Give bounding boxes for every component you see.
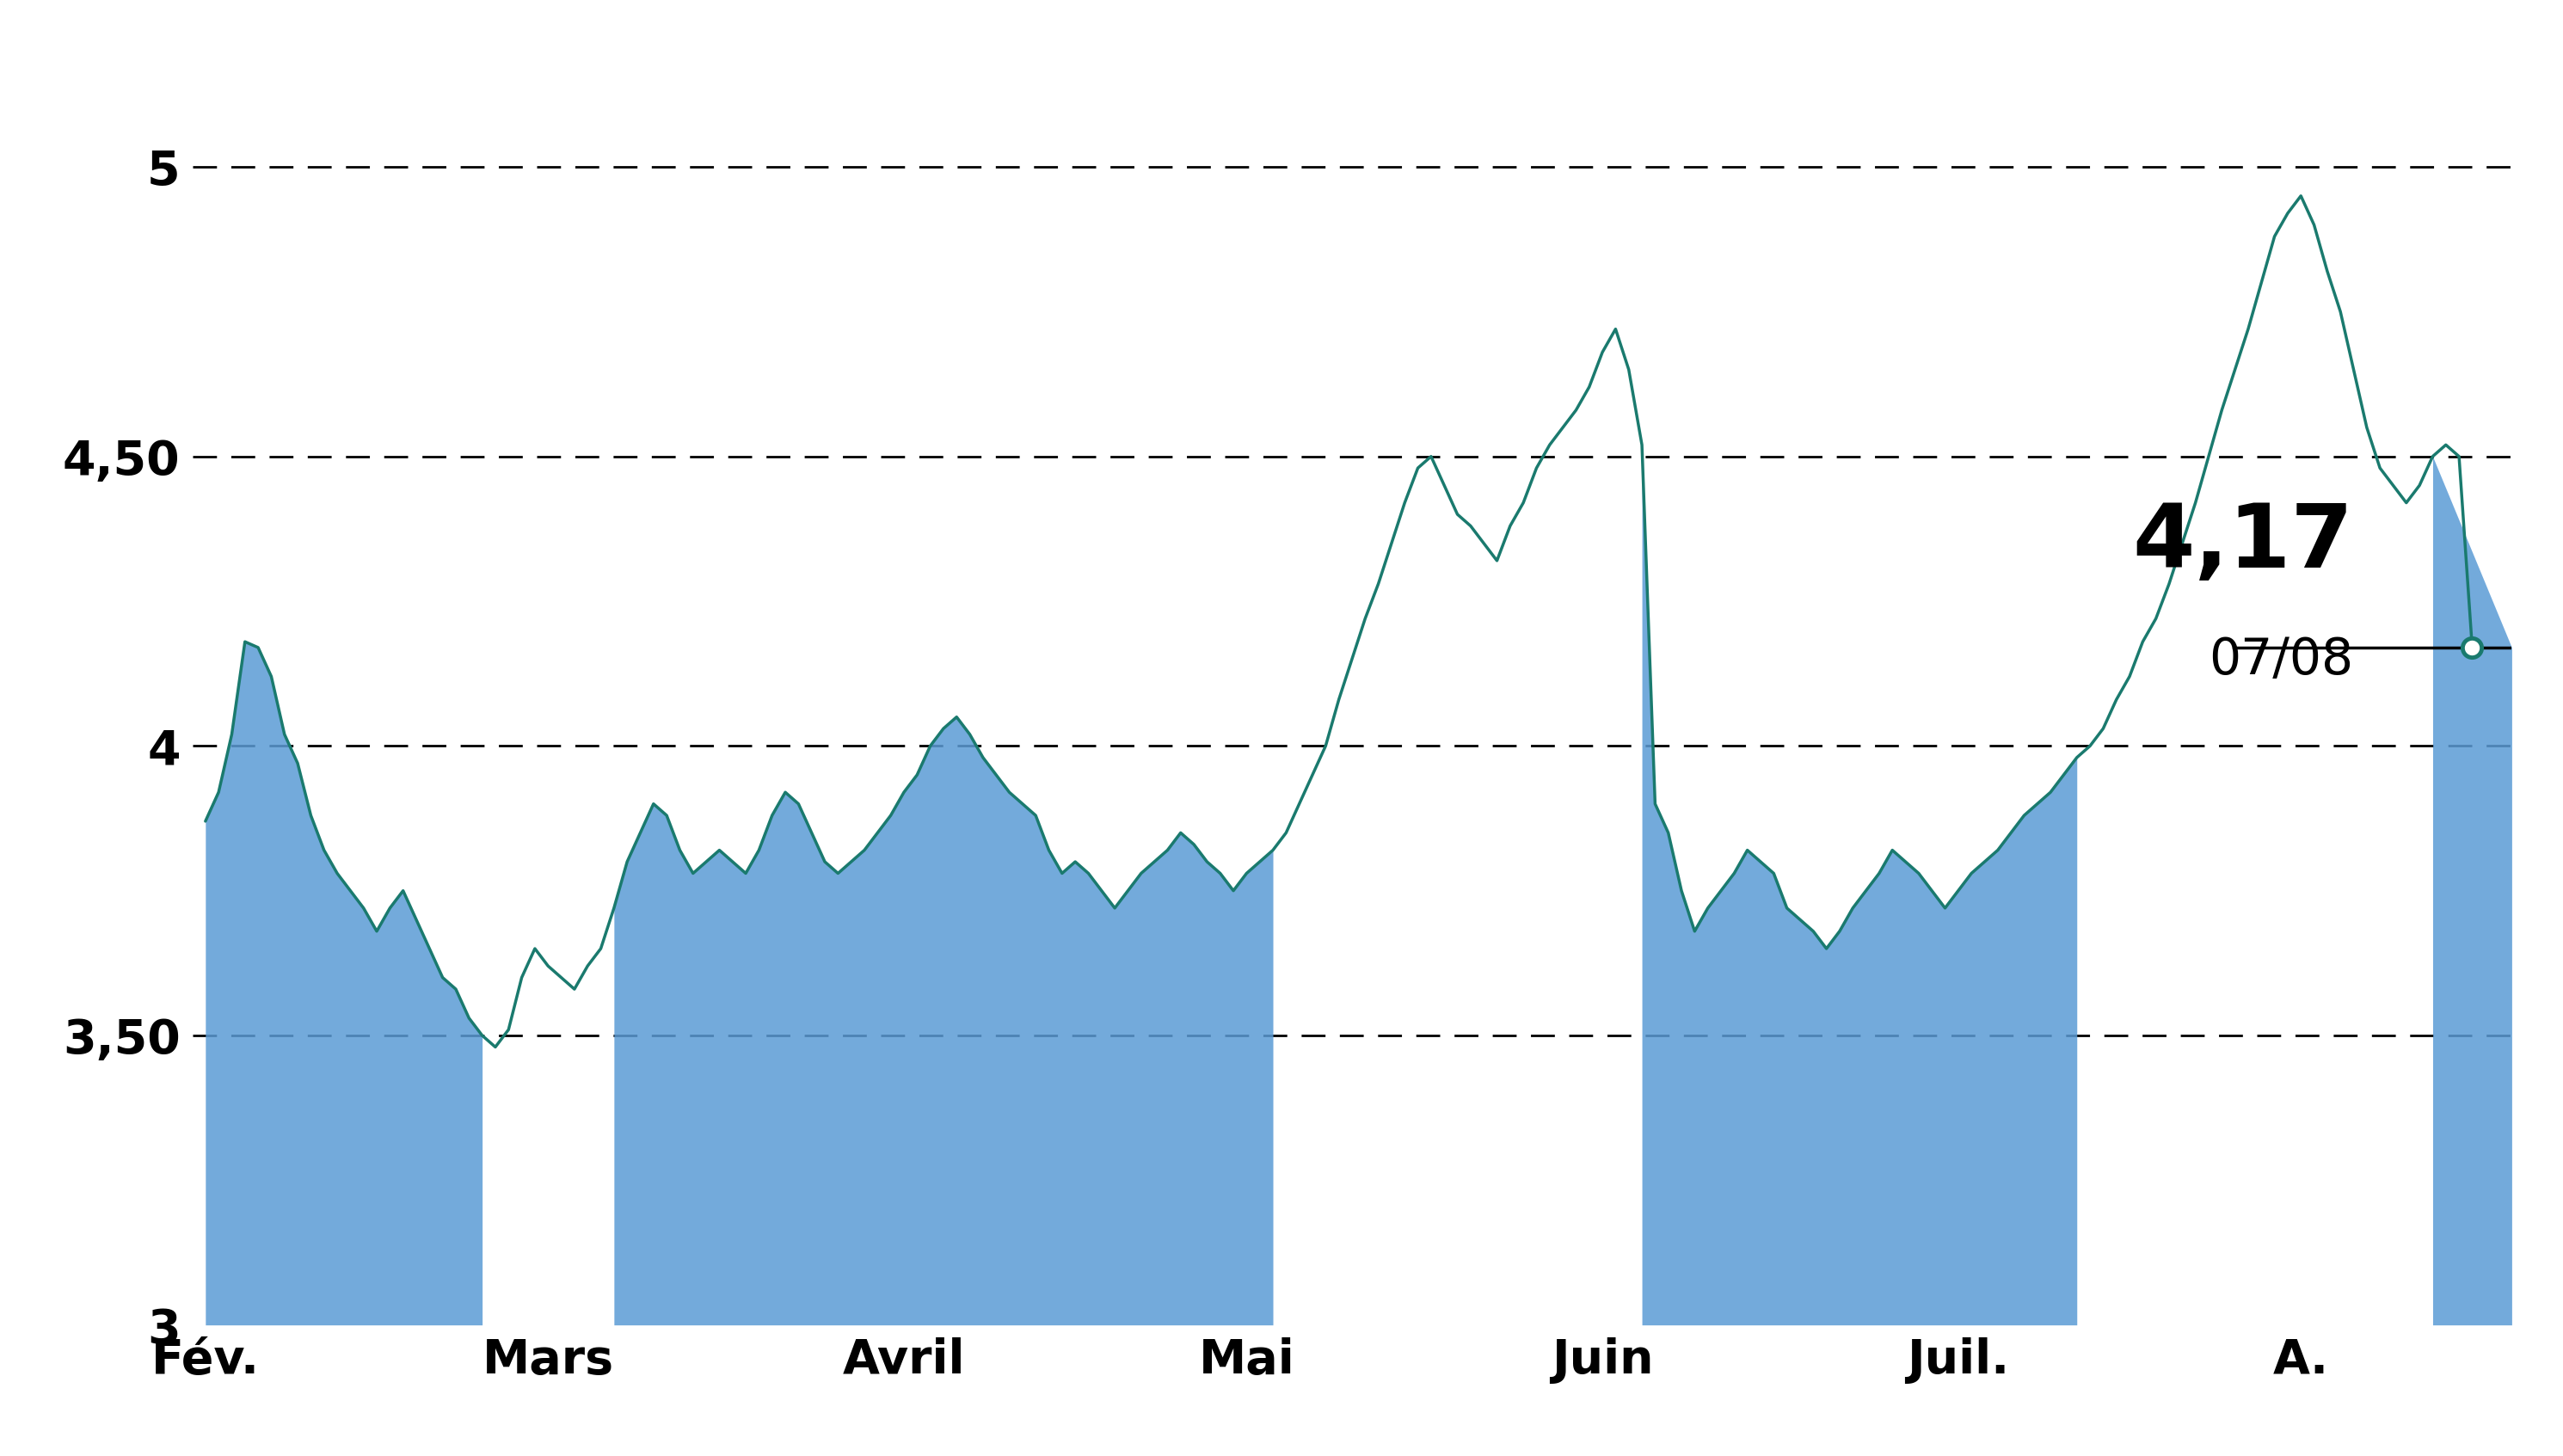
Text: 07/08: 07/08 — [2209, 636, 2353, 684]
Text: EUTELSAT COMMUNIC.: EUTELSAT COMMUNIC. — [677, 6, 1886, 99]
Text: 4,17: 4,17 — [2132, 499, 2353, 587]
